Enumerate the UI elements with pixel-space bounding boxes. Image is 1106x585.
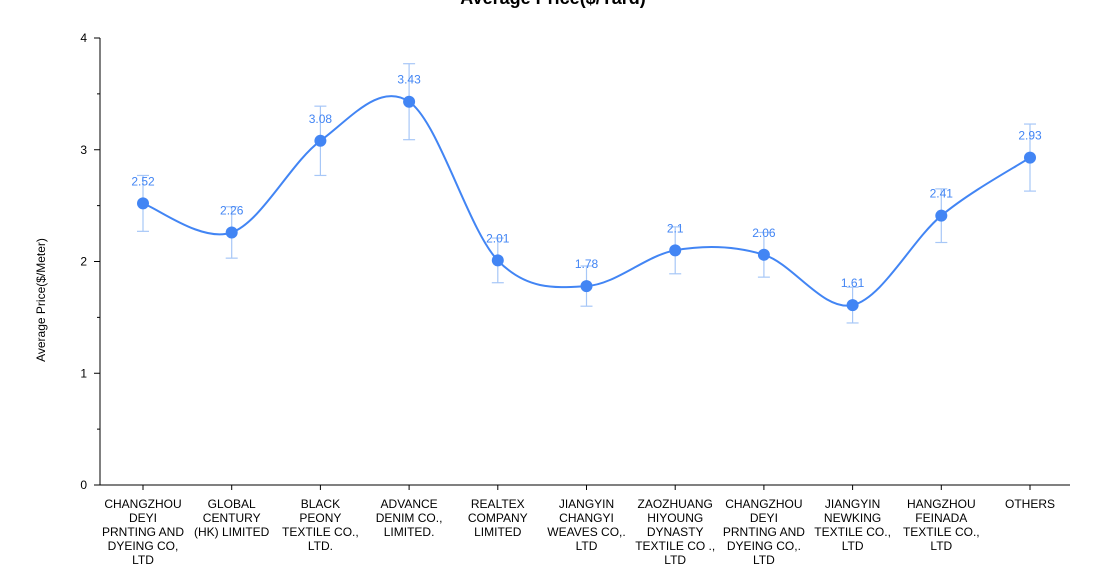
x-tick-label-line: JIANGYIN	[559, 497, 614, 511]
data-point	[935, 209, 948, 222]
data-label: 1.61	[841, 276, 865, 290]
x-tick-label-line: PRNTING AND	[723, 525, 805, 539]
data-point	[403, 95, 416, 108]
x-tick-label-line: CENTURY	[203, 511, 261, 525]
data-label: 2.06	[752, 226, 776, 240]
data-point	[846, 299, 859, 312]
x-tick-label: HANGZHOU FEINADA TEXTILE CO., LTD	[903, 497, 980, 553]
x-tick-label-line: DYNASTY	[647, 525, 704, 539]
series-line	[142, 95, 1031, 307]
x-tick-label-line: ADVANCE	[381, 497, 438, 511]
x-tick-label-line: HANGZHOU	[907, 497, 976, 511]
x-tick-label-line: DEYI	[750, 511, 778, 525]
x-tick-label: REALTEX COMPANY LIMITED	[468, 497, 528, 539]
y-tick-label: 4	[80, 31, 87, 45]
y-tick-label: 1	[80, 366, 87, 380]
x-tick-label-line: ZAOZHUANG	[638, 497, 713, 511]
x-tick-label-line: CHANGYI	[559, 511, 614, 525]
data-point	[137, 197, 149, 210]
x-tick-label-line: FEINADA	[915, 511, 967, 525]
x-tick-label-line: LIMITED	[474, 525, 522, 539]
data-label: 2.41	[930, 187, 954, 201]
x-tick-label-line: HIYOUNG	[647, 511, 703, 525]
x-tick-label-line: DENIM CO.,	[376, 511, 443, 525]
x-tick-label: JIANGYIN CHANGYI WEAVES CO,. LTD	[547, 497, 625, 553]
axes	[94, 37, 1070, 490]
data-point	[491, 254, 504, 267]
x-tick-label: JIANGYIN NEWKING TEXTILE CO., LTD	[814, 497, 891, 553]
data-label: 2.52	[131, 174, 155, 188]
x-tick-label: BLACK PEONY TEXTILE CO., LTD.	[282, 497, 359, 553]
data-point	[580, 280, 593, 293]
x-tick-label-line: LTD	[753, 553, 775, 567]
data-labels: 2.52 2.26 3.08 3.43 2.01 1.78 2.1 2.06 1.61 2.41 2…	[131, 73, 1042, 290]
x-tick-label: GLOBAL CENTURY (HK) LIMITED	[194, 497, 270, 539]
data-points	[137, 95, 1036, 312]
data-point	[757, 248, 770, 261]
x-tick-label-line: CHANGZHOU	[104, 497, 181, 511]
x-tick-label: CHANGZHOU DEYI PRNTING AND DYEING CO, LTD	[102, 497, 184, 567]
x-tick-label: ADVANCE DENIM CO., LIMITED.	[376, 497, 443, 539]
x-tick-label-line: PEONY	[299, 511, 341, 525]
x-tick-label-line: WEAVES CO,.	[547, 525, 625, 539]
data-point	[314, 134, 327, 147]
data-label: 2.01	[486, 231, 510, 245]
y-tick-labels: 0 1 2 3 4	[80, 31, 87, 492]
x-tick-label-line: TEXTILE CO.,	[814, 525, 891, 539]
x-tick-label-line: LTD	[842, 539, 864, 553]
x-tick-label: CHANGZHOU DEYI PRNTING AND DYEING CO,. LTD	[723, 497, 805, 567]
x-tick-label-line: TEXTILE CO.,	[903, 525, 980, 539]
x-tick-label-line: CHANGZHOU	[725, 497, 802, 511]
x-tick-label-line: DEYI	[129, 511, 157, 525]
x-tick-label-line: LIMITED.	[384, 525, 435, 539]
y-tick-label: 0	[80, 478, 87, 492]
x-tick-label-line: LTD.	[308, 539, 333, 553]
x-tick-label-line: COMPANY	[468, 511, 528, 525]
data-label: 1.78	[575, 257, 599, 271]
x-tick-label: ZAOZHUANG HIYOUNG DYNASTY TEXTILE CO ., LTD	[635, 497, 715, 567]
data-label: 2.1	[667, 221, 684, 235]
chart-title: Average Price($/Yard)	[460, 0, 645, 8]
x-tick-label-line: TEXTILE CO.,	[282, 525, 359, 539]
data-point	[1024, 151, 1036, 164]
data-label: 3.43	[397, 73, 421, 87]
y-tick-label: 3	[80, 143, 87, 157]
x-tick-label-line: TEXTILE CO .,	[635, 539, 715, 553]
x-tick-label-line: PRNTING AND	[102, 525, 184, 539]
x-tick-label-line: DYEING CO,.	[727, 539, 801, 553]
x-tick-label-line: LTD	[132, 553, 154, 567]
x-tick-label-line: (HK) LIMITED	[194, 525, 270, 539]
x-tick-label-line: BLACK	[301, 497, 340, 511]
x-tick-label-line: LTD	[664, 553, 686, 567]
x-tick-label: OTHERS	[1005, 497, 1055, 511]
data-point	[669, 244, 682, 257]
y-axis-label: Average Price($/Meter)	[34, 238, 48, 362]
data-label: 2.26	[220, 203, 244, 217]
x-tick-label-line: LTD	[576, 539, 598, 553]
data-label: 2.93	[1018, 129, 1042, 143]
x-tick-label-line: JIANGYIN	[825, 497, 880, 511]
x-tick-label-line: NEWKING	[824, 511, 881, 525]
x-tick-label-line: DYEING CO,	[108, 539, 179, 553]
x-tick-label-line: OTHERS	[1005, 497, 1055, 511]
x-tick-label-line: REALTEX	[471, 497, 525, 511]
data-label: 3.08	[309, 112, 333, 126]
x-tick-label-line: LTD	[930, 539, 952, 553]
x-tick-label-line: GLOBAL	[208, 497, 256, 511]
data-point	[225, 226, 238, 239]
y-tick-label: 2	[80, 255, 87, 269]
x-tick-labels: CHANGZHOU DEYI PRNTING AND DYEING CO, LTDGLO…	[102, 497, 1055, 567]
